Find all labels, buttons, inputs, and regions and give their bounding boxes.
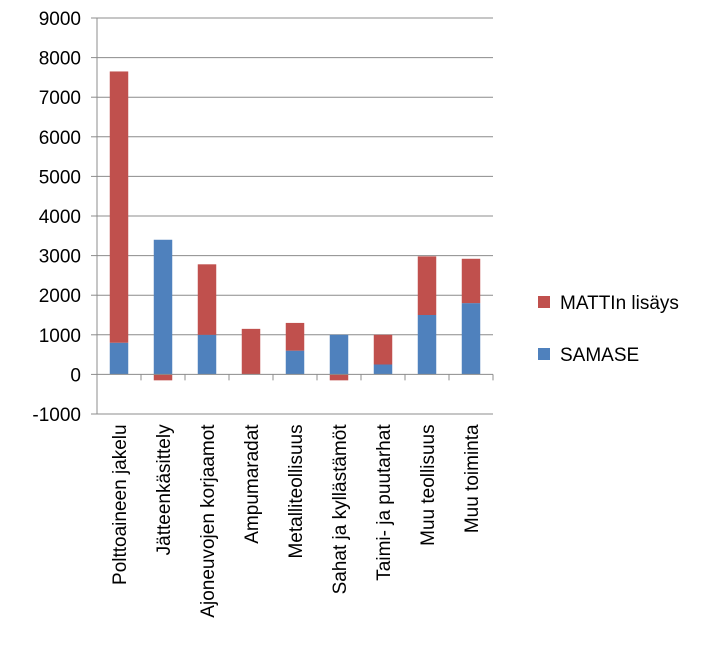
bar-segment	[373, 334, 393, 365]
y-tick-label: 0	[70, 365, 81, 386]
legend-swatch	[538, 348, 550, 360]
bar-segment	[417, 315, 437, 375]
bar-segment	[109, 71, 129, 343]
legend-label: SAMASE	[560, 345, 639, 366]
x-category-label: Muu toiminta	[462, 424, 483, 533]
bar-segment	[153, 374, 173, 381]
bar-segment	[329, 374, 349, 381]
axes	[91, 17, 494, 415]
bars-group	[109, 71, 481, 381]
x-category-label: Jätteenkäsittely	[154, 424, 175, 555]
legend-swatch	[538, 296, 550, 308]
y-tick-label: 3000	[39, 247, 81, 268]
bar-segment	[153, 239, 173, 375]
bar-segment	[197, 334, 217, 375]
y-tick-label: 8000	[39, 49, 81, 70]
x-category-label: Sahat ja kyllästämöt	[330, 424, 351, 595]
x-category-label: Taimi- ja puutarhat	[374, 424, 395, 581]
legend-label: MATTIn lisäys	[560, 293, 679, 314]
y-tick-label: 5000	[39, 167, 81, 188]
x-category-label: Polttoaineen jakelu	[110, 424, 131, 585]
x-category-label: Muu teollisuus	[418, 424, 439, 545]
legend: MATTIn lisäys SAMASE	[538, 293, 679, 366]
x-axis-category-labels: Polttoaineen jakelu Jätteenkäsittely Ajone…	[110, 424, 483, 618]
bar-segment	[197, 264, 217, 335]
bar-segment	[285, 322, 305, 351]
y-axis-ticks: -1000 0 1000 2000 3000 4000 5000 6000 7000 8000 90…	[32, 9, 81, 426]
x-category-label: Ajoneuvojen korjaamot	[198, 424, 219, 618]
y-tick-label: 1000	[39, 326, 81, 347]
bar-segment	[461, 258, 481, 304]
bar-segment	[285, 350, 305, 375]
y-tick-label: 4000	[39, 207, 81, 228]
bar-segment	[241, 328, 261, 375]
y-tick-label: 7000	[39, 88, 81, 109]
bar-segment	[373, 364, 393, 375]
bar-segment	[461, 303, 481, 375]
y-tick-label: 9000	[39, 9, 81, 30]
x-category-label: Metalliteollisuus	[286, 424, 307, 558]
y-tick-label: 2000	[39, 286, 81, 307]
y-tick-label: 6000	[39, 128, 81, 149]
bar-segment	[109, 342, 129, 375]
y-tick-label: -1000	[32, 405, 81, 426]
bar-segment	[329, 334, 349, 375]
x-category-label: Ampumaradat	[242, 424, 263, 544]
bar-segment	[417, 256, 437, 315]
